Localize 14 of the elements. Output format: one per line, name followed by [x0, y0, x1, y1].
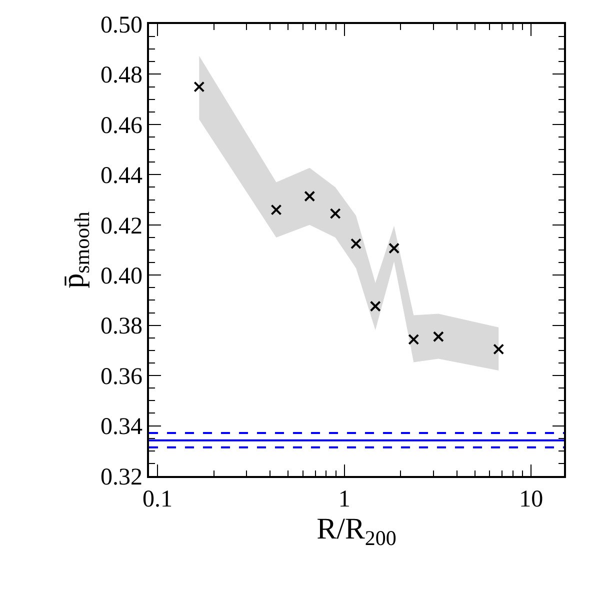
- y-tick-label: 0.38: [100, 314, 142, 340]
- y-tick-label: 0.40: [100, 264, 142, 290]
- x-axis-title: R/R$_{200}$: [316, 512, 396, 550]
- y-tick-label: 0.36: [100, 364, 142, 390]
- y-tick-label: 0.42: [100, 213, 142, 240]
- x-tick-label: 0.1: [142, 486, 173, 513]
- y-tick-label: 0.44: [100, 163, 142, 190]
- y-tick-label: 0.50: [100, 12, 142, 38]
- x-tick-label: 10: [519, 486, 544, 513]
- x-tick-label: 1: [338, 486, 350, 513]
- y-tick-label: 0.48: [100, 62, 142, 89]
- y-tick-label: 0.32: [100, 464, 142, 490]
- y-tick-label: 0.34: [100, 414, 142, 440]
- y-tick-label: 0.46: [100, 112, 142, 139]
